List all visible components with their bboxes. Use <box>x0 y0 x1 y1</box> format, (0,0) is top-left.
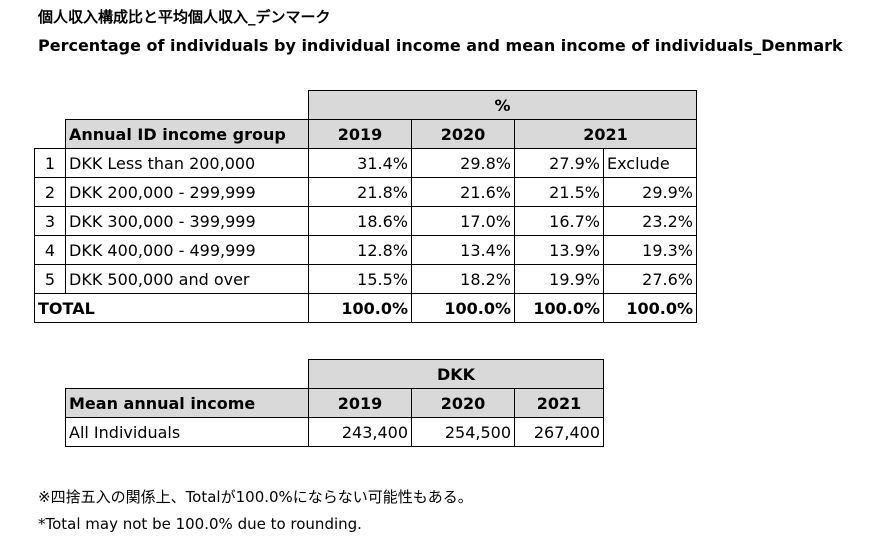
cell-2019: 31.4% <box>308 148 412 178</box>
table-row: 2 DKK 200,000 - 299,999 21.8% 21.6% 21.5… <box>34 177 697 207</box>
year-header-2019: 2019 <box>308 119 412 149</box>
cell-2021-excluded: 23.2% <box>603 206 697 236</box>
cell-2019: 18.6% <box>308 206 412 236</box>
year-header-2021: 2021 <box>514 388 604 418</box>
income-distribution-table: % Annual ID income group 2019 2020 2021 … <box>34 90 697 323</box>
row-label: DKK 500,000 and over <box>65 264 309 294</box>
row-index: 3 <box>34 206 66 236</box>
table-row: 1 DKK Less than 200,000 31.4% 29.8% 27.9… <box>34 148 697 178</box>
row-index: 5 <box>34 264 66 294</box>
total-2019: 100.0% <box>308 293 412 323</box>
total-row: TOTAL 100.0% 100.0% 100.0% 100.0% <box>34 293 697 323</box>
cell-2019: 15.5% <box>308 264 412 294</box>
cell-2019: 21.8% <box>308 177 412 207</box>
cell-2021: 267,400 <box>514 417 604 447</box>
unit-header: % <box>308 90 697 120</box>
table-row: 3 DKK 300,000 - 399,999 18.6% 17.0% 16.7… <box>34 206 697 236</box>
mean-income-table: DKK Mean annual income 2019 2020 2021 Al… <box>65 359 604 447</box>
total-2020: 100.0% <box>411 293 515 323</box>
mean-column-header: Mean annual income <box>65 388 309 418</box>
table-row: 4 DKK 400,000 - 499,999 12.8% 13.4% 13.9… <box>34 235 697 265</box>
cell-2021: 16.7% <box>514 206 604 236</box>
row-index: 2 <box>34 177 66 207</box>
year-header-2020: 2020 <box>411 119 515 149</box>
cell-2020: 29.8% <box>411 148 515 178</box>
year-header-2019: 2019 <box>308 388 412 418</box>
cell-2021: 27.9% <box>514 148 604 178</box>
cell-2020: 21.6% <box>411 177 515 207</box>
cell-2021: 13.9% <box>514 235 604 265</box>
total-label: TOTAL <box>34 293 309 323</box>
row-label: DKK Less than 200,000 <box>65 148 309 178</box>
page-title-en: Percentage of individuals by individual … <box>38 36 843 55</box>
cell-2020: 13.4% <box>411 235 515 265</box>
year-header-2020: 2020 <box>411 388 515 418</box>
row-label: DKK 200,000 - 299,999 <box>65 177 309 207</box>
cell-2019: 243,400 <box>308 417 412 447</box>
unit-header: DKK <box>308 359 604 389</box>
row-index: 4 <box>34 235 66 265</box>
row-label: All Individuals <box>65 417 309 447</box>
table-row: 5 DKK 500,000 and over 15.5% 18.2% 19.9%… <box>34 264 697 294</box>
cell-2021-excluded: 29.9% <box>603 177 697 207</box>
row-label: DKK 400,000 - 499,999 <box>65 235 309 265</box>
row-index: 1 <box>34 148 66 178</box>
cell-2019: 12.8% <box>308 235 412 265</box>
cell-2021-excluded: 19.3% <box>603 235 697 265</box>
rounding-note-en: *Total may not be 100.0% due to rounding… <box>38 515 362 533</box>
cell-2021: 21.5% <box>514 177 604 207</box>
group-column-header: Annual ID income group <box>65 119 309 149</box>
cell-2020: 254,500 <box>411 417 515 447</box>
row-label: DKK 300,000 - 399,999 <box>65 206 309 236</box>
page-title-jp: 個人収入構成比と平均個人収入_デンマーク <box>38 8 331 26</box>
cell-2020: 17.0% <box>411 206 515 236</box>
cell-2021: 19.9% <box>514 264 604 294</box>
rounding-note-jp: ※四捨五入の関係上、Totalが100.0%にならない可能性もある。 <box>38 488 473 506</box>
year-header-2021: 2021 <box>514 119 697 149</box>
cell-2021-excluded: Exclude <box>603 148 697 178</box>
cell-2021-excluded: 27.6% <box>603 264 697 294</box>
cell-2020: 18.2% <box>411 264 515 294</box>
total-2021: 100.0% <box>514 293 604 323</box>
total-2021-excluded: 100.0% <box>603 293 697 323</box>
table-row: All Individuals 243,400 254,500 267,400 <box>65 417 604 447</box>
